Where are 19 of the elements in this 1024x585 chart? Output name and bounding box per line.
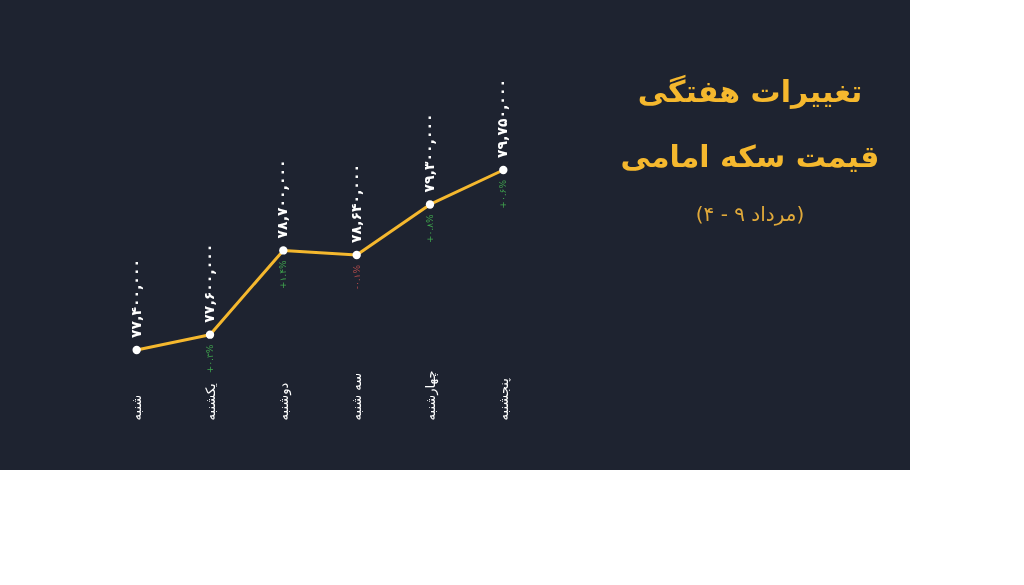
annotation: +۰.۸% <box>425 214 435 244</box>
data-label: ۷۸,۷۰۰,۰۰۰ <box>274 159 291 239</box>
data-label: ۷۹,۳۰۰,۰۰۰ <box>421 113 437 193</box>
text: (۴ - ۹ مرداد) <box>695 202 805 226</box>
x-tick-label: سه شنبه <box>349 372 365 421</box>
x-tick-label: چهارشنبه <box>422 370 439 421</box>
data-label: ۷۷,۶۰۰,۰۰۰ <box>201 243 217 323</box>
x-tick-label: یکشنبه <box>202 382 218 421</box>
annotation: -۰.۱% <box>351 264 362 290</box>
data-label: ۷۷,۴۰۰,۰۰۰ <box>127 259 144 338</box>
annotation: +۱.۴% <box>278 259 289 290</box>
text: تغییرات هفتگی قیمت سکه امامی <box>620 73 880 174</box>
data-label: ۷۸,۶۴۰,۰۰۰ <box>347 164 364 244</box>
annotation: +۰.۳% <box>205 344 215 374</box>
x-tick-label: شنبه <box>129 394 145 421</box>
data-label: ۷۹,۷۵۰,۰۰۰ <box>494 79 511 158</box>
x-tick-label: پنجشنبه <box>495 377 511 421</box>
annotation: +۰.۶% <box>498 179 509 209</box>
x-tick-label: دوشنبه <box>275 382 292 421</box>
